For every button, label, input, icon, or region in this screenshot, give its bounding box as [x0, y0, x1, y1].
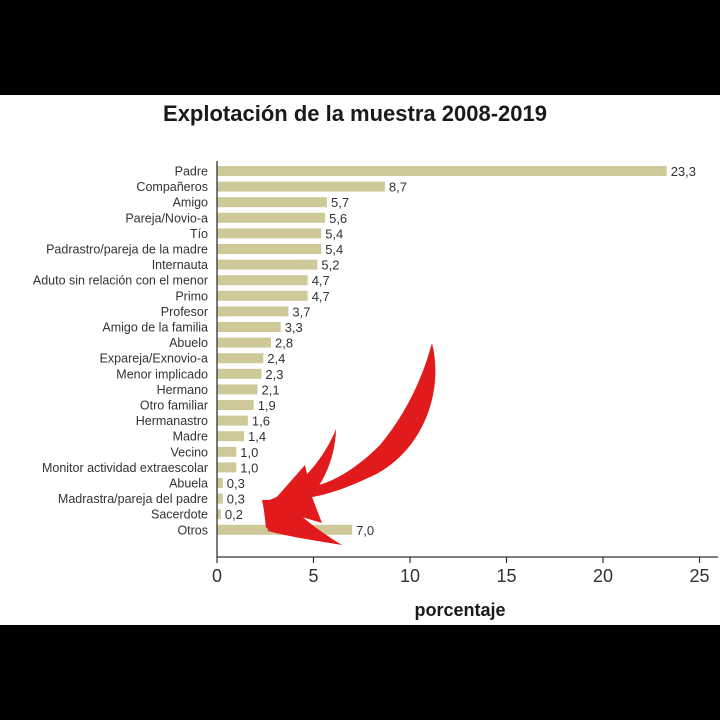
category-label: Pareja/Novio-a	[125, 211, 208, 225]
bar	[217, 462, 237, 473]
bar	[217, 290, 308, 301]
value-label: 1,4	[248, 429, 266, 444]
category-label: Otro familiar	[140, 399, 208, 413]
x-axis: 0 5 10 15 20 25	[212, 161, 718, 586]
bar	[217, 244, 322, 254]
bar	[217, 259, 318, 270]
category-label: Padre	[175, 165, 208, 179]
category-label: Profesor	[161, 305, 208, 319]
category-label: Aduto sin relación con el menor	[33, 274, 208, 288]
value-label: 2,1	[262, 382, 280, 397]
value-label: 3,3	[285, 320, 303, 335]
bar	[217, 322, 281, 332]
category-label: Hermanastro	[136, 414, 208, 428]
x-tick-label: 20	[593, 566, 613, 586]
value-label: 1,0	[240, 445, 258, 460]
category-label: Amigo de la familia	[102, 321, 208, 335]
x-tick-label: 15	[496, 566, 516, 586]
category-label: Madre	[173, 430, 208, 444]
category-label: Sacerdote	[151, 508, 208, 522]
bar	[217, 166, 667, 176]
category-label: Amigo	[173, 196, 208, 210]
value-label: 3,7	[292, 304, 310, 319]
category-label: Tío	[190, 227, 208, 241]
value-label: 1,0	[240, 460, 258, 475]
category-label: Padrastro/pareja de la madre	[46, 243, 208, 257]
bar	[217, 353, 264, 364]
bar	[217, 197, 327, 208]
value-labels: 23,38,75,75,65,45,45,24,74,73,73,32,82,4…	[225, 164, 696, 538]
x-axis-label: porcentaje	[414, 600, 505, 620]
value-label: 2,3	[265, 367, 283, 382]
bar	[217, 275, 308, 286]
category-label: Abuelo	[169, 336, 208, 350]
value-label: 8,7	[389, 180, 407, 195]
bar	[217, 228, 322, 239]
bar	[217, 415, 248, 426]
value-label: 5,7	[331, 195, 349, 210]
category-label: Monitor actividad extraescolar	[42, 461, 208, 475]
bar	[217, 509, 221, 520]
bar	[217, 384, 258, 395]
category-label: Internauta	[152, 258, 208, 272]
category-label: Abuela	[169, 477, 208, 491]
bar	[217, 478, 223, 488]
value-label: 2,8	[275, 336, 293, 351]
value-label: 5,2	[321, 258, 339, 273]
bar	[217, 400, 254, 410]
chart-panel: Explotación de la muestra 2008-2019 Padr…	[0, 95, 720, 625]
bar-chart: Explotación de la muestra 2008-2019 Padr…	[33, 101, 718, 620]
bar	[217, 181, 385, 192]
category-label: Hermano	[157, 383, 208, 397]
bar	[217, 368, 262, 379]
bar	[217, 337, 271, 348]
category-label: Madrastra/pareja del padre	[58, 492, 208, 506]
bar	[217, 306, 289, 317]
value-label: 2,4	[267, 351, 285, 366]
value-label: 4,7	[312, 273, 330, 288]
category-label: Menor implicado	[116, 367, 208, 381]
category-label: Primo	[175, 289, 208, 303]
value-label: 1,6	[252, 414, 270, 429]
value-label: 0,3	[227, 492, 245, 507]
bar	[217, 493, 223, 504]
bar	[217, 431, 244, 442]
x-tick-label: 25	[689, 566, 709, 586]
value-label: 0,2	[225, 507, 243, 522]
chart-title: Explotación de la muestra 2008-2019	[163, 101, 547, 126]
red-arrow-annotation	[262, 343, 436, 545]
x-tick-label: 0	[212, 566, 222, 586]
x-tick-label: 5	[308, 566, 318, 586]
value-label: 5,4	[325, 242, 343, 257]
value-label: 5,6	[329, 211, 347, 226]
value-label: 1,9	[258, 398, 276, 413]
bar	[217, 446, 237, 457]
value-label: 23,3	[671, 164, 696, 179]
value-label: 4,7	[312, 289, 330, 304]
value-label: 7,0	[356, 523, 374, 538]
arrow-head-lower	[262, 500, 342, 545]
bars-group	[217, 166, 667, 535]
category-label: Compañeros	[136, 180, 208, 194]
value-label: 5,4	[325, 226, 343, 241]
category-label: Expareja/Exnovio-a	[100, 352, 208, 366]
category-label: Vecino	[170, 445, 208, 459]
bar	[217, 212, 326, 223]
category-label: Otros	[177, 523, 208, 537]
value-label: 0,3	[227, 476, 245, 491]
x-tick-label: 10	[400, 566, 420, 586]
